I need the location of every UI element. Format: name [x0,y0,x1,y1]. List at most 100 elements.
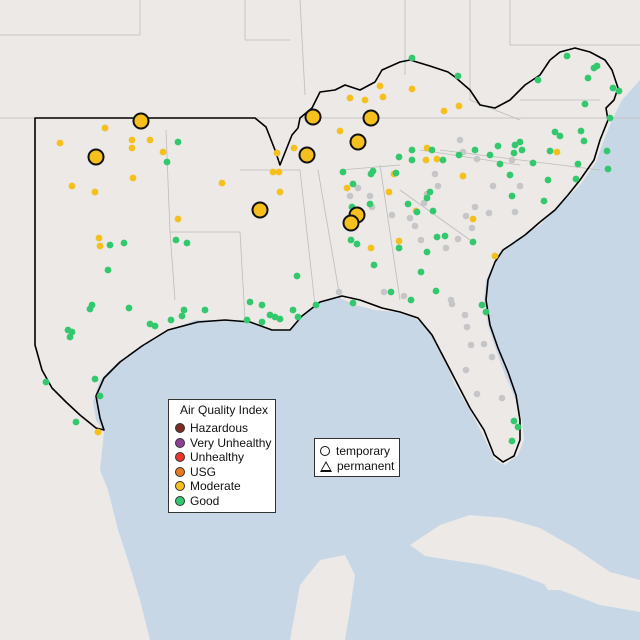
moderate-site-marker[interactable] [129,174,137,182]
good-site-marker[interactable] [510,417,518,425]
moderate-site-marker[interactable] [469,215,477,223]
good-site-marker[interactable] [439,156,447,164]
good-site-marker[interactable] [433,233,441,241]
good-site-marker[interactable] [180,306,188,314]
good-site-marker[interactable] [572,175,580,183]
moderate-site-marker[interactable] [455,102,463,110]
moderate-site-marker[interactable] [408,85,416,93]
good-site-marker[interactable] [510,149,518,157]
temporary-monitor-sites[interactable] [87,108,380,232]
moderate-site-marker[interactable] [56,139,64,147]
moderate-site-marker[interactable] [395,237,403,245]
good-site-marker[interactable] [408,54,416,62]
good-site-marker[interactable] [581,100,589,108]
good-site-marker[interactable] [66,333,74,341]
good-site-marker[interactable] [454,72,462,80]
moderate-site-marker[interactable] [94,428,102,436]
good-site-marker[interactable] [246,298,254,306]
good-site-marker[interactable] [258,301,266,309]
good-site-marker[interactable] [606,114,614,122]
good-site-marker[interactable] [551,128,559,136]
monitor-sites[interactable] [42,52,623,445]
good-site-marker[interactable] [347,236,355,244]
good-site-marker[interactable] [423,194,431,202]
good-site-marker[interactable] [395,153,403,161]
good-site-marker[interactable] [86,305,94,313]
moderate-site-marker[interactable] [218,179,226,187]
good-site-marker[interactable] [432,287,440,295]
moderate-site-marker[interactable] [553,148,561,156]
temporary-monitor-marker[interactable] [298,146,316,164]
good-site-marker[interactable] [577,127,585,135]
good-site-marker[interactable] [584,74,592,82]
moderate-site-marker[interactable] [367,244,375,252]
good-site-marker[interactable] [183,239,191,247]
moderate-site-marker[interactable] [385,188,393,196]
temporary-monitor-marker[interactable] [362,109,380,127]
good-site-marker[interactable] [529,159,537,167]
good-site-marker[interactable] [514,423,522,431]
moderate-site-marker[interactable] [101,124,109,132]
moderate-site-marker[interactable] [433,155,441,163]
good-site-marker[interactable] [540,197,548,205]
good-site-marker[interactable] [486,151,494,159]
moderate-site-marker[interactable] [128,136,136,144]
good-site-marker[interactable] [178,312,186,320]
good-site-marker[interactable] [407,296,415,304]
moderate-site-marker[interactable] [146,136,154,144]
good-site-marker[interactable] [417,268,425,276]
moderate-site-marker[interactable] [128,144,136,152]
good-site-marker[interactable] [276,315,284,323]
good-site-marker[interactable] [546,147,554,155]
good-site-marker[interactable] [395,244,403,252]
good-site-marker[interactable] [508,437,516,445]
moderate-site-marker[interactable] [174,215,182,223]
moderate-site-marker[interactable] [361,96,369,104]
moderate-site-marker[interactable] [376,82,384,90]
good-site-marker[interactable] [496,160,504,168]
good-site-marker[interactable] [349,180,357,188]
temporary-monitor-marker[interactable] [304,108,322,126]
moderate-site-marker[interactable] [91,188,99,196]
good-site-marker[interactable] [494,142,502,150]
moderate-site-marker[interactable] [459,172,467,180]
good-site-marker[interactable] [91,375,99,383]
good-site-marker[interactable] [580,137,588,145]
good-site-marker[interactable] [609,84,617,92]
moderate-site-marker[interactable] [491,252,499,260]
good-site-marker[interactable] [590,64,598,72]
good-site-marker[interactable] [367,170,375,178]
moderate-site-marker[interactable] [343,184,351,192]
good-site-marker[interactable] [120,239,128,247]
good-site-marker[interactable] [408,146,416,154]
good-site-marker[interactable] [413,208,421,216]
good-site-marker[interactable] [441,232,449,240]
good-site-marker[interactable] [174,138,182,146]
moderate-site-marker[interactable] [95,234,103,242]
good-site-marker[interactable] [392,169,400,177]
moderate-site-marker[interactable] [422,156,430,164]
good-site-marker[interactable] [293,272,301,280]
good-site-marker[interactable] [312,301,320,309]
good-site-marker[interactable] [428,146,436,154]
good-site-marker[interactable] [151,322,159,330]
good-site-marker[interactable] [339,168,347,176]
good-site-marker[interactable] [455,151,463,159]
moderate-site-marker[interactable] [290,144,298,152]
good-site-marker[interactable] [366,200,374,208]
good-site-marker[interactable] [243,316,251,324]
good-site-marker[interactable] [106,241,114,249]
good-site-marker[interactable] [370,261,378,269]
moderate-site-marker[interactable] [276,188,284,196]
temporary-monitor-marker[interactable] [251,201,269,219]
good-site-marker[interactable] [289,306,297,314]
moderate-site-marker[interactable] [273,149,281,157]
good-site-marker[interactable] [167,316,175,324]
good-site-marker[interactable] [96,392,104,400]
good-site-marker[interactable] [172,236,180,244]
good-site-marker[interactable] [563,52,571,60]
good-site-marker[interactable] [482,308,490,316]
temporary-monitor-marker[interactable] [349,133,367,151]
moderate-site-marker[interactable] [269,168,277,176]
